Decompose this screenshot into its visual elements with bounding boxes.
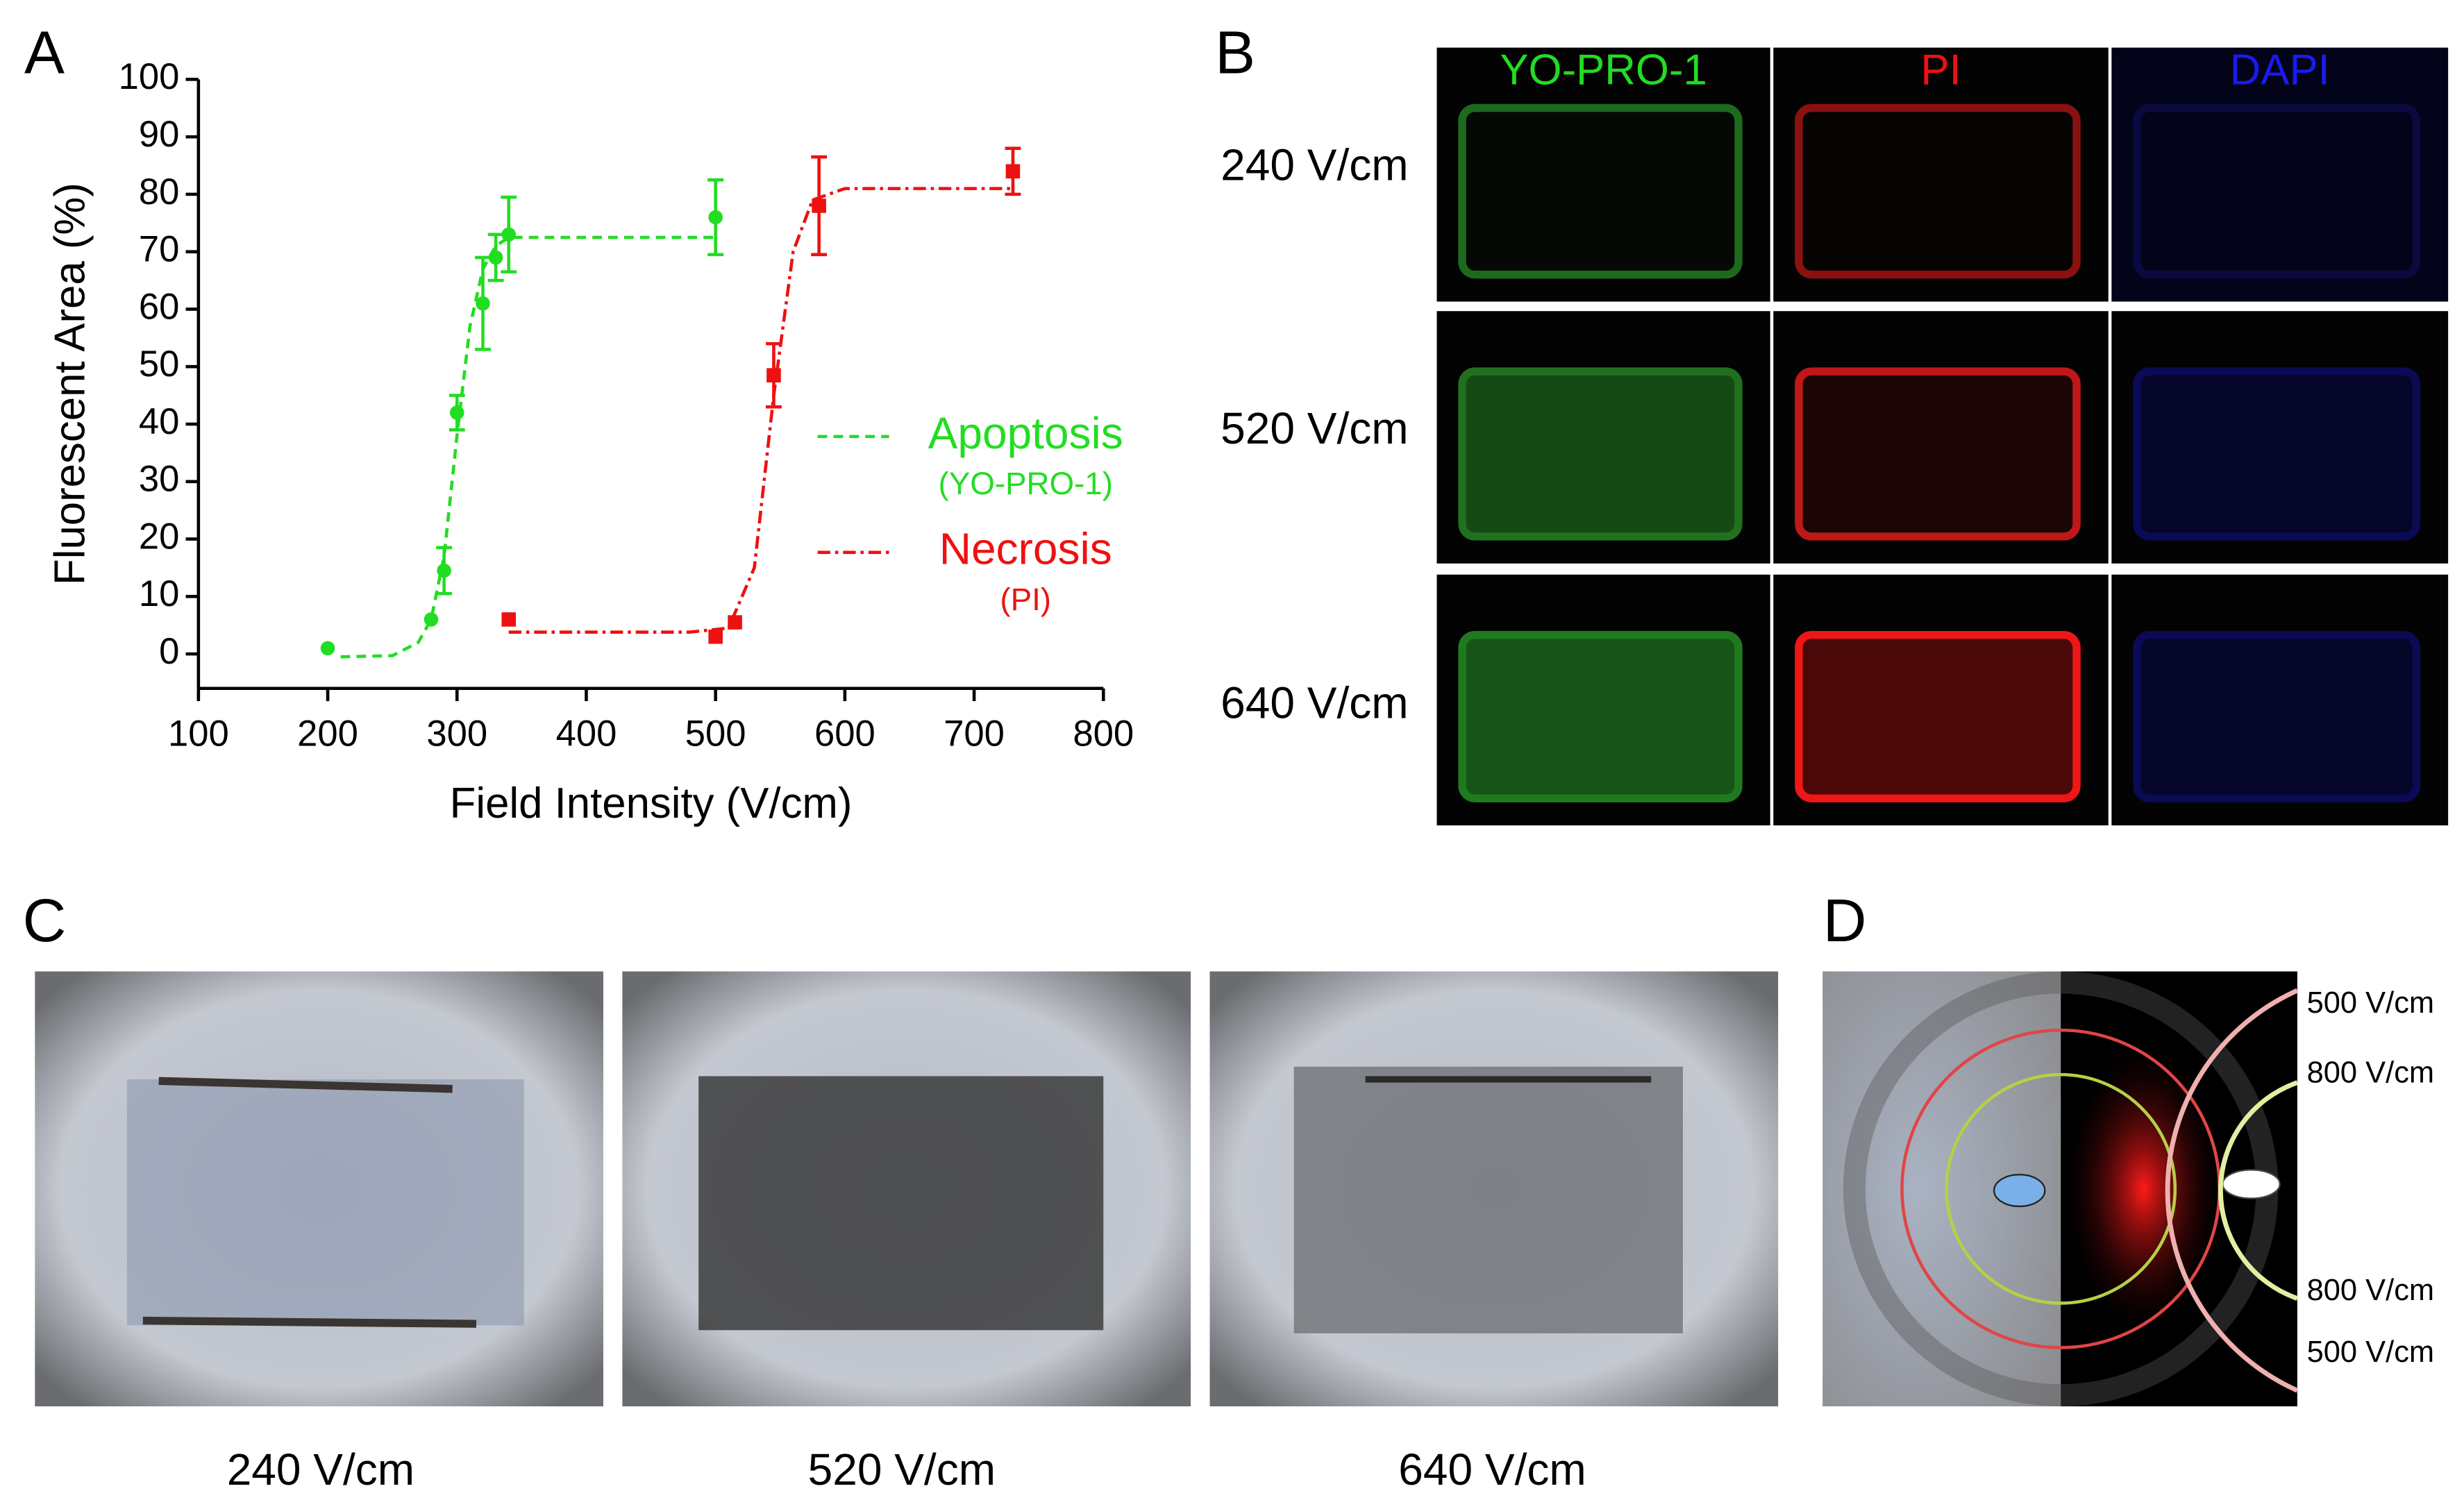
legend-sublabel: (PI) xyxy=(1000,582,1051,617)
data-point xyxy=(476,296,490,311)
data-point xyxy=(488,250,503,265)
micrograph-frame xyxy=(1795,367,2081,541)
y-tick-label: 100 xyxy=(119,56,180,97)
row-label: 520 V/cm xyxy=(1221,403,1408,453)
micrograph-frame xyxy=(2133,367,2421,541)
micrograph-frame xyxy=(2133,103,2421,279)
column-header: DAPI xyxy=(2230,47,2330,94)
micrograph-frame xyxy=(1458,103,1743,279)
y-tick-label: 30 xyxy=(139,459,179,500)
panel-letter: D xyxy=(1823,887,1867,954)
x-tick-label: 800 xyxy=(1073,713,1134,754)
micrograph-frame xyxy=(1458,630,1743,802)
photo-label: 640 V/cm xyxy=(1398,1444,1586,1494)
y-tick-label: 10 xyxy=(139,573,179,614)
x-tick-label: 500 xyxy=(685,713,746,754)
y-tick-label: 90 xyxy=(139,114,179,155)
x-tick-label: 100 xyxy=(168,713,229,754)
column-header: PI xyxy=(1920,47,1961,94)
y-tick-label: 70 xyxy=(139,229,179,270)
photo-c xyxy=(35,971,1779,1407)
fit-line xyxy=(340,235,716,659)
micrograph-frame xyxy=(1795,630,2081,802)
y-tick-label: 40 xyxy=(139,401,179,442)
x-tick-label: 600 xyxy=(814,713,875,754)
data-point xyxy=(501,227,517,242)
x-tick-label: 200 xyxy=(297,713,358,754)
panel-letter: C xyxy=(23,887,67,954)
y-tick-label: 20 xyxy=(139,516,179,557)
field-label: 800 V/cm xyxy=(2307,1056,2434,1090)
micrograph-frame xyxy=(2133,630,2421,802)
data-point xyxy=(1005,164,1021,179)
micrograph-frame xyxy=(1458,367,1743,541)
y-tick-label: 60 xyxy=(139,286,179,327)
field-label: 800 V/cm xyxy=(2307,1274,2434,1307)
legend-label: Necrosis xyxy=(939,524,1112,574)
photo-d xyxy=(1822,971,2299,1407)
panel-letter: A xyxy=(24,19,65,86)
legend-label: Apoptosis xyxy=(928,408,1123,458)
data-point xyxy=(501,612,517,627)
y-axis-label: Fluorescent Area (%) xyxy=(47,183,94,585)
photo-label: 240 V/cm xyxy=(227,1444,414,1494)
data-point xyxy=(708,629,723,644)
y-tick-label: 50 xyxy=(139,344,179,385)
data-point xyxy=(812,199,826,213)
x-tick-label: 700 xyxy=(944,713,1005,754)
column-header: YO-PRO-1 xyxy=(1500,47,1707,94)
row-label: 240 V/cm xyxy=(1221,140,1408,189)
x-axis-label: Field Intensity (V/cm) xyxy=(450,780,853,827)
data-point xyxy=(320,641,335,656)
x-tick-label: 300 xyxy=(426,713,487,754)
field-label: 500 V/cm xyxy=(2307,986,2434,1020)
row-label: 640 V/cm xyxy=(1221,678,1408,728)
x-tick-label: 400 xyxy=(556,713,617,754)
static-layout xyxy=(35,971,2299,1407)
data-point xyxy=(708,210,723,225)
data-point xyxy=(766,368,781,382)
data-point xyxy=(449,405,464,420)
legend-sublabel: (YO-PRO-1) xyxy=(939,466,1113,501)
panel-letter: B xyxy=(1215,19,1255,86)
data-point xyxy=(424,612,439,627)
data-point xyxy=(437,563,451,578)
y-tick-label: 80 xyxy=(139,171,179,212)
data-point xyxy=(728,615,742,630)
y-tick-label: 0 xyxy=(159,631,179,672)
photo-label: 520 V/cm xyxy=(808,1444,996,1494)
micrograph-frame xyxy=(1795,103,2081,279)
field-label: 500 V/cm xyxy=(2307,1335,2434,1369)
